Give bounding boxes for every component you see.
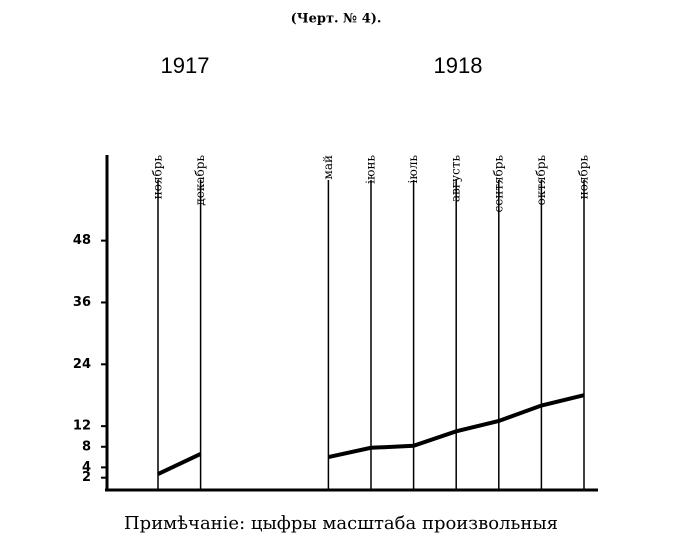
chart-title: (Черт. № 4). <box>291 12 382 27</box>
x-tick-label: іюль <box>406 155 420 184</box>
x-tick-label: іюнь <box>364 155 378 184</box>
y-tick-label: 2 <box>82 470 91 485</box>
y-tick-label: 48 <box>73 233 91 248</box>
y-tick-label: 4 <box>82 460 91 475</box>
note: Примѣчаніе: цыфры масштаба произвольныя <box>124 513 558 534</box>
y-tick-label: 12 <box>73 419 91 434</box>
x-tick-label: декабрь <box>193 155 207 206</box>
x-tick-label: ноябрь <box>577 155 591 200</box>
data-line <box>157 393 585 476</box>
x-tick-label: май <box>321 155 335 180</box>
x-tick-label: октябрь <box>534 155 548 206</box>
year-label: 1918 <box>434 53 483 78</box>
x-tick-label: ноябрь <box>151 155 165 200</box>
y-tick-label: 24 <box>73 357 91 372</box>
y-tick-label: 36 <box>73 295 91 310</box>
y-tick-label: 8 <box>82 439 91 454</box>
x-tick-label: августь <box>449 155 463 203</box>
x-tick-label: сентябрь <box>491 155 505 213</box>
year-label: 1917 <box>161 53 210 78</box>
